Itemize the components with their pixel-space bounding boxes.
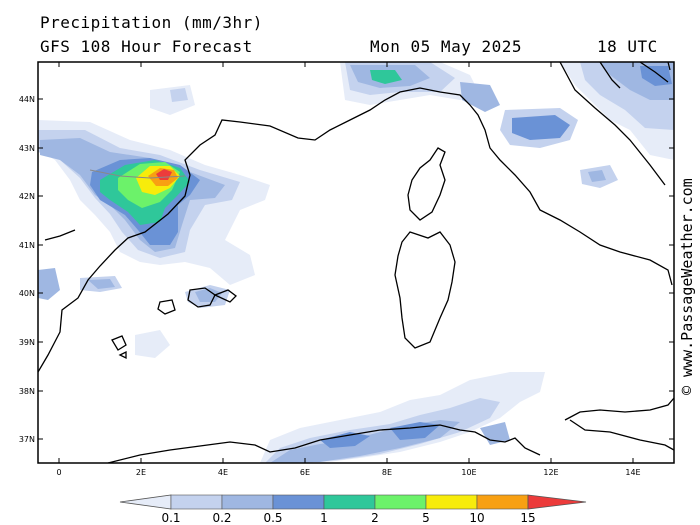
- lat-label: 38N: [19, 387, 35, 396]
- colorbar-segment: [221, 494, 274, 510]
- lat-label: 43N: [19, 144, 35, 153]
- colorbar-label: 0.2: [212, 511, 231, 525]
- lon-label: 12E: [543, 468, 558, 477]
- colorbar-segment: [272, 494, 325, 510]
- map-title: Precipitation (mm/3hr): [40, 13, 263, 32]
- lon-label: 10E: [461, 468, 476, 477]
- lat-label: 40N: [19, 289, 35, 298]
- forecast-subtitle: GFS 108 Hour Forecast: [40, 37, 253, 56]
- lon-label: 0: [56, 468, 61, 477]
- precipitation-layer: [38, 62, 674, 463]
- colorbar-label: 2: [371, 511, 379, 525]
- colorbar-label: 0.1: [161, 511, 180, 525]
- colorbar-segment: [170, 494, 223, 510]
- colorbar-label: 15: [520, 511, 535, 525]
- colorbar-segment: [323, 494, 376, 510]
- map-frame: [37, 61, 675, 464]
- forecast-time: 18 UTC: [597, 37, 658, 56]
- colorbar-segment: [476, 494, 529, 510]
- lat-label: 37N: [19, 435, 35, 444]
- colorbar-label: 5: [422, 511, 430, 525]
- lat-label: 39N: [19, 338, 35, 347]
- latitude-axis: 44N 43N 42N 41N 40N 39N 38N 37N: [19, 95, 674, 444]
- colorbar-segment: [374, 494, 427, 510]
- lon-label: 8E: [382, 468, 392, 477]
- colorbar-label: 10: [469, 511, 484, 525]
- lon-label: 4E: [218, 468, 228, 477]
- lat-label: 42N: [19, 192, 35, 201]
- colorbar-segment: [425, 494, 478, 510]
- lat-label: 41N: [19, 241, 35, 250]
- longitude-axis: 0 2E 4E 6E 8E 10E 12E 14E: [56, 62, 641, 477]
- lon-label: 2E: [136, 468, 146, 477]
- colorbar-label: 0.5: [263, 511, 282, 525]
- lon-label: 6E: [300, 468, 310, 477]
- colorbar: 0.1 0.2 0.5 1 2 5 10 15: [119, 494, 587, 525]
- border-line: [89, 169, 186, 179]
- forecast-date: Mon 05 May 2025: [370, 37, 522, 56]
- lon-label: 14E: [625, 468, 640, 477]
- coastlines: [38, 62, 674, 463]
- colorbar-label: 1: [320, 511, 328, 525]
- credit-watermark: © www.PassageWeather.com: [678, 178, 696, 395]
- lat-label: 44N: [19, 95, 35, 104]
- credit-text: © www.PassageWeather.com: [678, 178, 696, 395]
- colorbar-segment: [119, 494, 172, 510]
- colorbar-segment: [527, 494, 587, 510]
